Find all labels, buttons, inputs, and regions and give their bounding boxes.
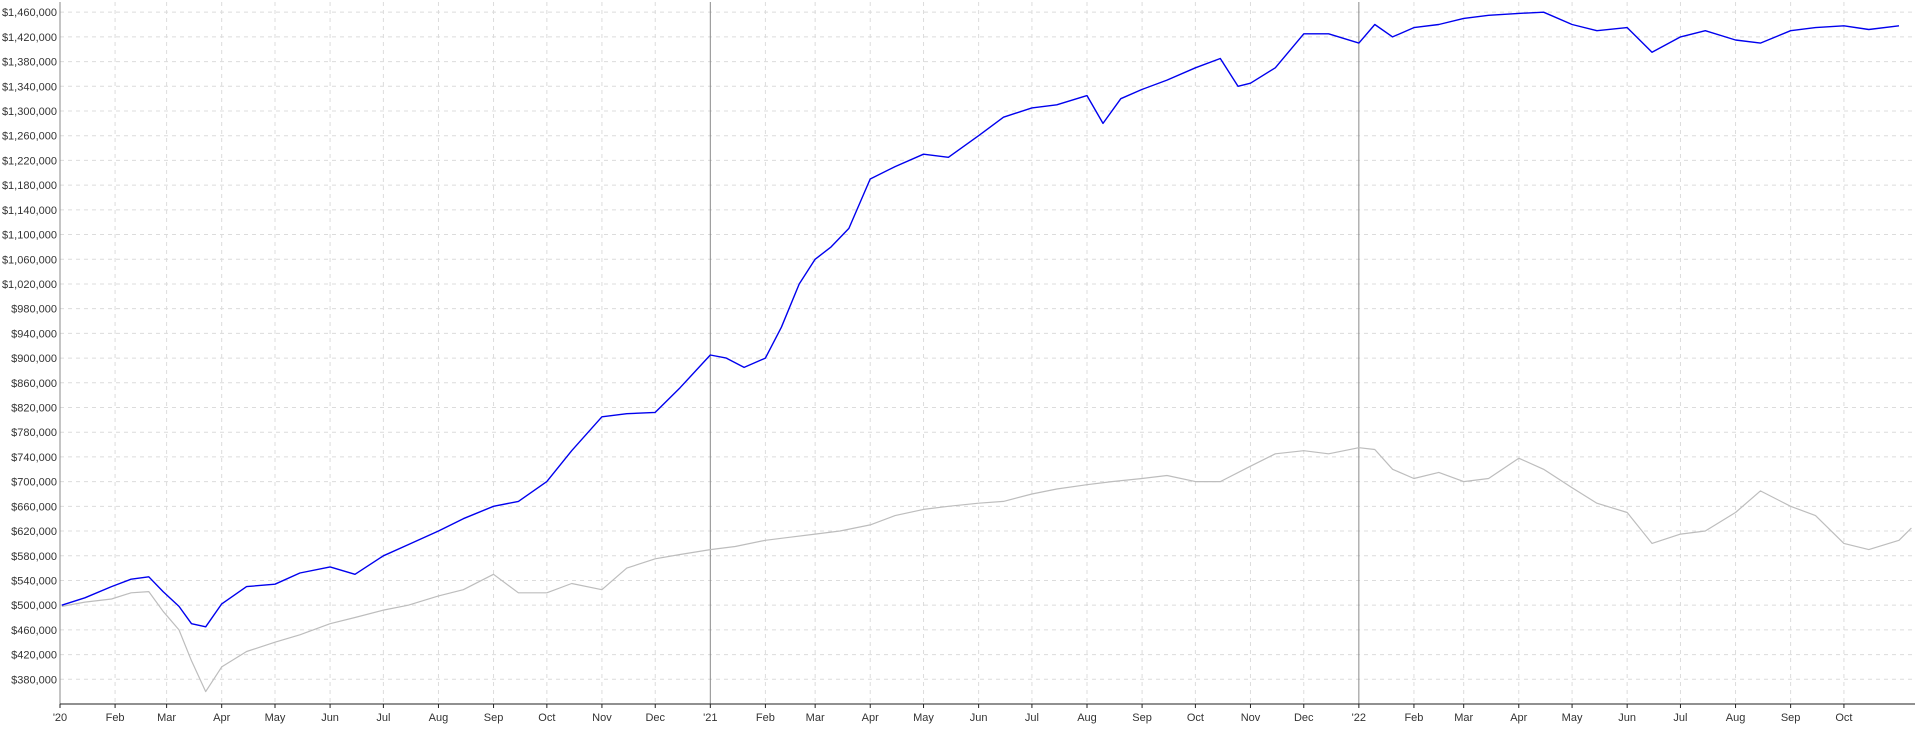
- x-tick-label: Jun: [970, 712, 988, 724]
- x-tick-label: '20: [53, 712, 67, 724]
- x-tick-label: Apr: [213, 712, 230, 724]
- x-tick-label: Jul: [376, 712, 390, 724]
- x-tick-label: Nov: [1241, 712, 1261, 724]
- y-tick-label: $540,000: [11, 575, 57, 587]
- y-tick-label: $740,000: [11, 452, 57, 464]
- x-tick-label: Aug: [1077, 712, 1097, 724]
- x-tick-label: Dec: [1294, 712, 1314, 724]
- x-tick-label: Apr: [862, 712, 879, 724]
- y-tick-label: $1,460,000: [2, 7, 57, 19]
- x-tick-label: Aug: [429, 712, 449, 724]
- y-tick-label: $380,000: [11, 674, 57, 686]
- y-tick-label: $1,420,000: [2, 32, 57, 44]
- y-tick-label: $1,020,000: [2, 279, 57, 291]
- y-tick-label: $980,000: [11, 304, 57, 316]
- x-tick-label: Feb: [756, 712, 775, 724]
- x-tick-label: Jun: [1618, 712, 1636, 724]
- y-tick-label: $940,000: [11, 328, 57, 340]
- x-tick-label: Feb: [106, 712, 125, 724]
- x-tick-label: Sep: [1781, 712, 1801, 724]
- x-tick-label: Mar: [157, 712, 176, 724]
- x-tick-label: '22: [1352, 712, 1366, 724]
- x-tick-label: Jun: [321, 712, 339, 724]
- y-tick-label: $1,140,000: [2, 205, 57, 217]
- y-tick-label: $580,000: [11, 551, 57, 563]
- y-tick-label: $1,380,000: [2, 57, 57, 69]
- y-tick-labels: $1,460,000 $1,420,000 $1,380,000 $1,340,000…: [2, 7, 57, 686]
- x-tick-label: Jul: [1025, 712, 1039, 724]
- x-tick-label: May: [265, 712, 286, 724]
- x-tick-label: Feb: [1404, 712, 1423, 724]
- x-tick-label: Sep: [1132, 712, 1152, 724]
- x-tick-label: Oct: [1835, 712, 1852, 724]
- x-tick-label: Sep: [484, 712, 504, 724]
- x-tick-label: Oct: [1187, 712, 1204, 724]
- y-tick-label: $620,000: [11, 526, 57, 538]
- x-tick-label: Apr: [1510, 712, 1527, 724]
- x-tick-label: Aug: [1726, 712, 1746, 724]
- y-tick-label: $900,000: [11, 353, 57, 365]
- y-tick-label: $780,000: [11, 427, 57, 439]
- x-tick-label: '21: [703, 712, 717, 724]
- y-tick-label: $1,060,000: [2, 254, 57, 266]
- series-layer: [61, 11, 1912, 693]
- x-tick-label: Mar: [1454, 712, 1473, 724]
- x-tick-label: Nov: [592, 712, 612, 724]
- x-tick-label: Mar: [806, 712, 825, 724]
- y-tick-label: $460,000: [11, 625, 57, 637]
- y-tick-label: $820,000: [11, 403, 57, 415]
- y-tick-label: $1,340,000: [2, 81, 57, 93]
- x-tick-label: Dec: [645, 712, 665, 724]
- y-tick-label: $1,220,000: [2, 155, 57, 167]
- y-tick-label: $420,000: [11, 650, 57, 662]
- y-tick-label: $700,000: [11, 477, 57, 489]
- y-tick-label: $500,000: [11, 600, 57, 612]
- x-tick-label: May: [913, 712, 934, 724]
- x-tick-label: Oct: [538, 712, 555, 724]
- y-tick-label: $860,000: [11, 378, 57, 390]
- series-line-gray: [61, 447, 1912, 693]
- y-tick-label: $1,100,000: [2, 230, 57, 242]
- y-tick-label: $660,000: [11, 501, 57, 513]
- grid-layer: [59, 2, 1915, 708]
- y-tick-label: $1,300,000: [2, 106, 57, 118]
- x-tick-label: Jul: [1673, 712, 1687, 724]
- x-tick-labels: '20 Feb Mar Apr May Jun Jul Aug Sep Oct Nov Dec '21 F…: [53, 712, 1853, 724]
- x-tick-label: May: [1562, 712, 1583, 724]
- y-tick-label: $1,180,000: [2, 180, 57, 192]
- y-tick-label: $1,260,000: [2, 131, 57, 143]
- series-line-blue: [61, 11, 1900, 628]
